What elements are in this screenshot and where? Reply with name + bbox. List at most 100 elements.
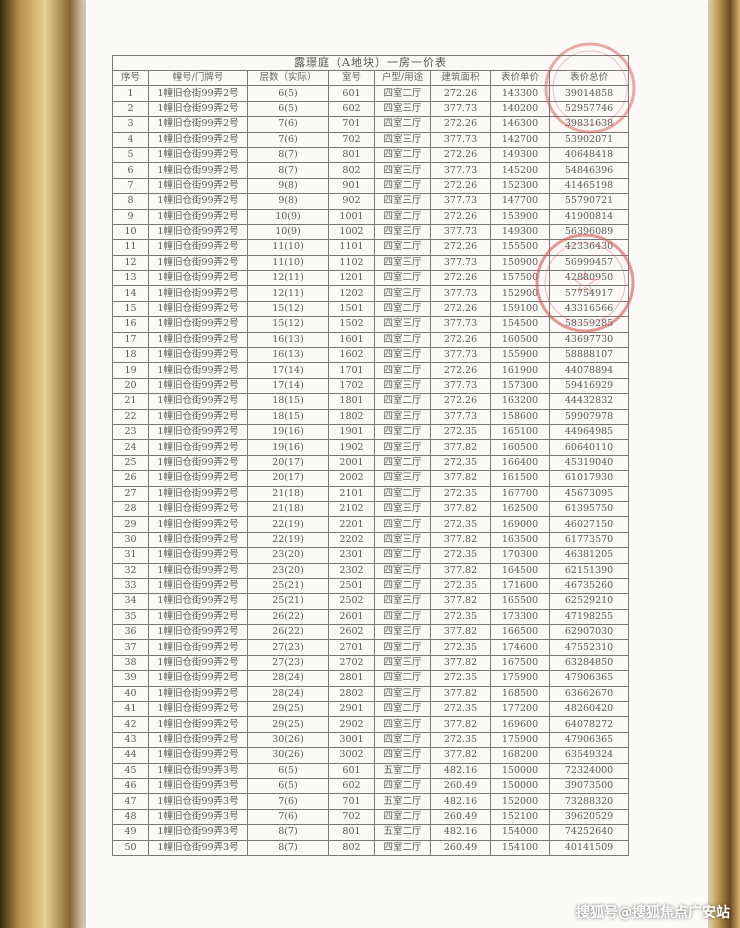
building-address: 1幢旧仓街99弄2号 [148, 531, 248, 549]
row-number: 32 [112, 562, 149, 579]
table-row: 15 1幢旧仓街99弄2号 15(12) 1501 四室二厅 272.26 159100 43… [112, 300, 630, 318]
floor-area: 377.73 [430, 193, 491, 210]
floor-area: 272.35 [430, 516, 491, 533]
row-number: 9 [112, 208, 149, 225]
unit-price: 161500 [490, 470, 550, 487]
table-row: 31 1幢旧仓街99弄2号 23(20) 2301 四室二厅 272.35 170300 46… [112, 547, 630, 564]
table-row: 22 1幢旧仓街99弄2号 18(15) 1802 四室三厅 377.73 158600 59… [112, 408, 630, 425]
floor-area: 272.35 [430, 701, 491, 718]
room-number: 2801 [328, 670, 375, 687]
floor: 6(5) [247, 762, 329, 779]
room-number: 3001 [328, 731, 375, 749]
row-number: 6 [112, 162, 149, 179]
floor-area: 272.35 [430, 485, 491, 502]
total-price: 63549324 [548, 747, 630, 764]
room-number: 602 [328, 777, 375, 795]
total-price: 44078894 [548, 362, 630, 379]
unit-price: 173300 [490, 608, 550, 626]
total-price: 46381205 [548, 547, 630, 564]
floor-area: 272.26 [430, 362, 491, 379]
total-price: 42336430 [548, 239, 630, 256]
table-row: 47 1幢旧仓街99弄3号 7(6) 701 五室二厅 482.16 152000 73288… [112, 793, 630, 810]
floor-area: 377.82 [430, 654, 491, 672]
row-number: 21 [112, 393, 149, 410]
unit-price: 169600 [490, 716, 550, 733]
room-number: 901 [328, 177, 375, 195]
room-number: 2601 [328, 608, 375, 626]
floor-area: 377.82 [430, 439, 491, 456]
floor-area: 272.26 [430, 146, 491, 164]
total-price: 45673095 [548, 485, 630, 502]
unit-price: 168200 [490, 747, 550, 764]
floor: 12(11) [247, 270, 329, 287]
total-price: 46027150 [548, 516, 630, 533]
building-address: 1幢旧仓街99弄2号 [148, 270, 248, 287]
total-price: 74252640 [548, 824, 630, 841]
building-address: 1幢旧仓街99弄2号 [148, 316, 248, 333]
column-header: 户型/用途 [374, 69, 431, 87]
unit-type: 四室三厅 [374, 685, 431, 703]
unit-type: 四室二厅 [374, 577, 431, 595]
total-price: 62907030 [548, 624, 630, 641]
floor: 26(22) [247, 624, 329, 641]
total-price: 64078272 [548, 716, 630, 733]
table-row: 35 1幢旧仓街99弄2号 26(22) 2601 四室二厅 272.35 173300 47… [112, 608, 630, 626]
floor: 18(15) [247, 393, 329, 410]
row-number: 2 [112, 100, 149, 118]
floor-area: 272.26 [430, 393, 491, 410]
table-row: 25 1幢旧仓街99弄2号 20(17) 2001 四室二厅 272.35 166400 45… [112, 454, 630, 472]
column-header: 室号 [328, 69, 375, 87]
floor-area: 272.26 [430, 331, 491, 349]
unit-price: 160500 [490, 439, 550, 456]
room-number: 1001 [328, 208, 375, 225]
room-number: 2702 [328, 654, 375, 672]
floor-area: 272.35 [430, 577, 491, 595]
unit-price: 149300 [490, 223, 550, 241]
floor: 15(12) [247, 300, 329, 318]
table-row: 30 1幢旧仓街99弄2号 22(19) 2202 四室三厅 377.82 163500 61… [112, 531, 630, 549]
floor-area: 377.73 [430, 162, 491, 179]
unit-type: 四室二厅 [374, 670, 431, 687]
room-number: 2701 [328, 639, 375, 656]
unit-type: 四室二厅 [374, 485, 431, 502]
total-price: 54846396 [548, 162, 630, 179]
table-row: 24 1幢旧仓街99弄2号 19(16) 1902 四室三厅 377.82 160500 60… [112, 439, 630, 456]
floor: 8(7) [247, 839, 329, 856]
watermark: 搜狐号@搜狐焦点广安站 [576, 905, 730, 921]
floor-area: 377.82 [430, 624, 491, 641]
row-number: 48 [112, 808, 149, 826]
building-address: 1幢旧仓街99弄2号 [148, 716, 248, 733]
table-row: 11 1幢旧仓街99弄2号 11(10) 1101 四室二厅 272.26 155500 42… [112, 239, 630, 256]
floor-area: 377.82 [430, 500, 491, 518]
floor: 21(18) [247, 485, 329, 502]
row-number: 19 [112, 362, 149, 379]
row-number: 4 [112, 131, 149, 148]
room-number: 2002 [328, 470, 375, 487]
table-row: 18 1幢旧仓街99弄2号 16(13) 1602 四室三厅 377.73 155900 58… [112, 347, 630, 364]
total-price: 40648418 [548, 146, 630, 164]
unit-type: 四室三厅 [374, 593, 431, 610]
row-number: 36 [112, 624, 149, 641]
room-number: 2902 [328, 716, 375, 733]
building-address: 1幢旧仓街99弄2号 [148, 577, 248, 595]
floor-area: 482.16 [430, 793, 491, 810]
unit-type: 四室二厅 [374, 608, 431, 626]
unit-price: 154100 [490, 839, 550, 856]
floor-area: 377.73 [430, 131, 491, 148]
unit-price: 147700 [490, 193, 550, 210]
unit-type: 四室二厅 [374, 85, 431, 102]
unit-type: 四室三厅 [374, 162, 431, 179]
row-number: 47 [112, 793, 149, 810]
floor: 23(20) [247, 547, 329, 564]
row-number: 15 [112, 300, 149, 318]
total-price: 55790721 [548, 193, 630, 210]
row-number: 44 [112, 747, 149, 764]
table-row: 6 1幢旧仓街99弄2号 8(7) 802 四室三厅 377.73 145200 548463… [112, 162, 630, 179]
building-address: 1幢旧仓街99弄2号 [148, 593, 248, 610]
floor: 15(12) [247, 316, 329, 333]
row-number: 17 [112, 331, 149, 349]
room-number: 2201 [328, 516, 375, 533]
unit-type: 五室二厅 [374, 824, 431, 841]
unit-price: 174600 [490, 639, 550, 656]
total-price: 61017930 [548, 470, 630, 487]
